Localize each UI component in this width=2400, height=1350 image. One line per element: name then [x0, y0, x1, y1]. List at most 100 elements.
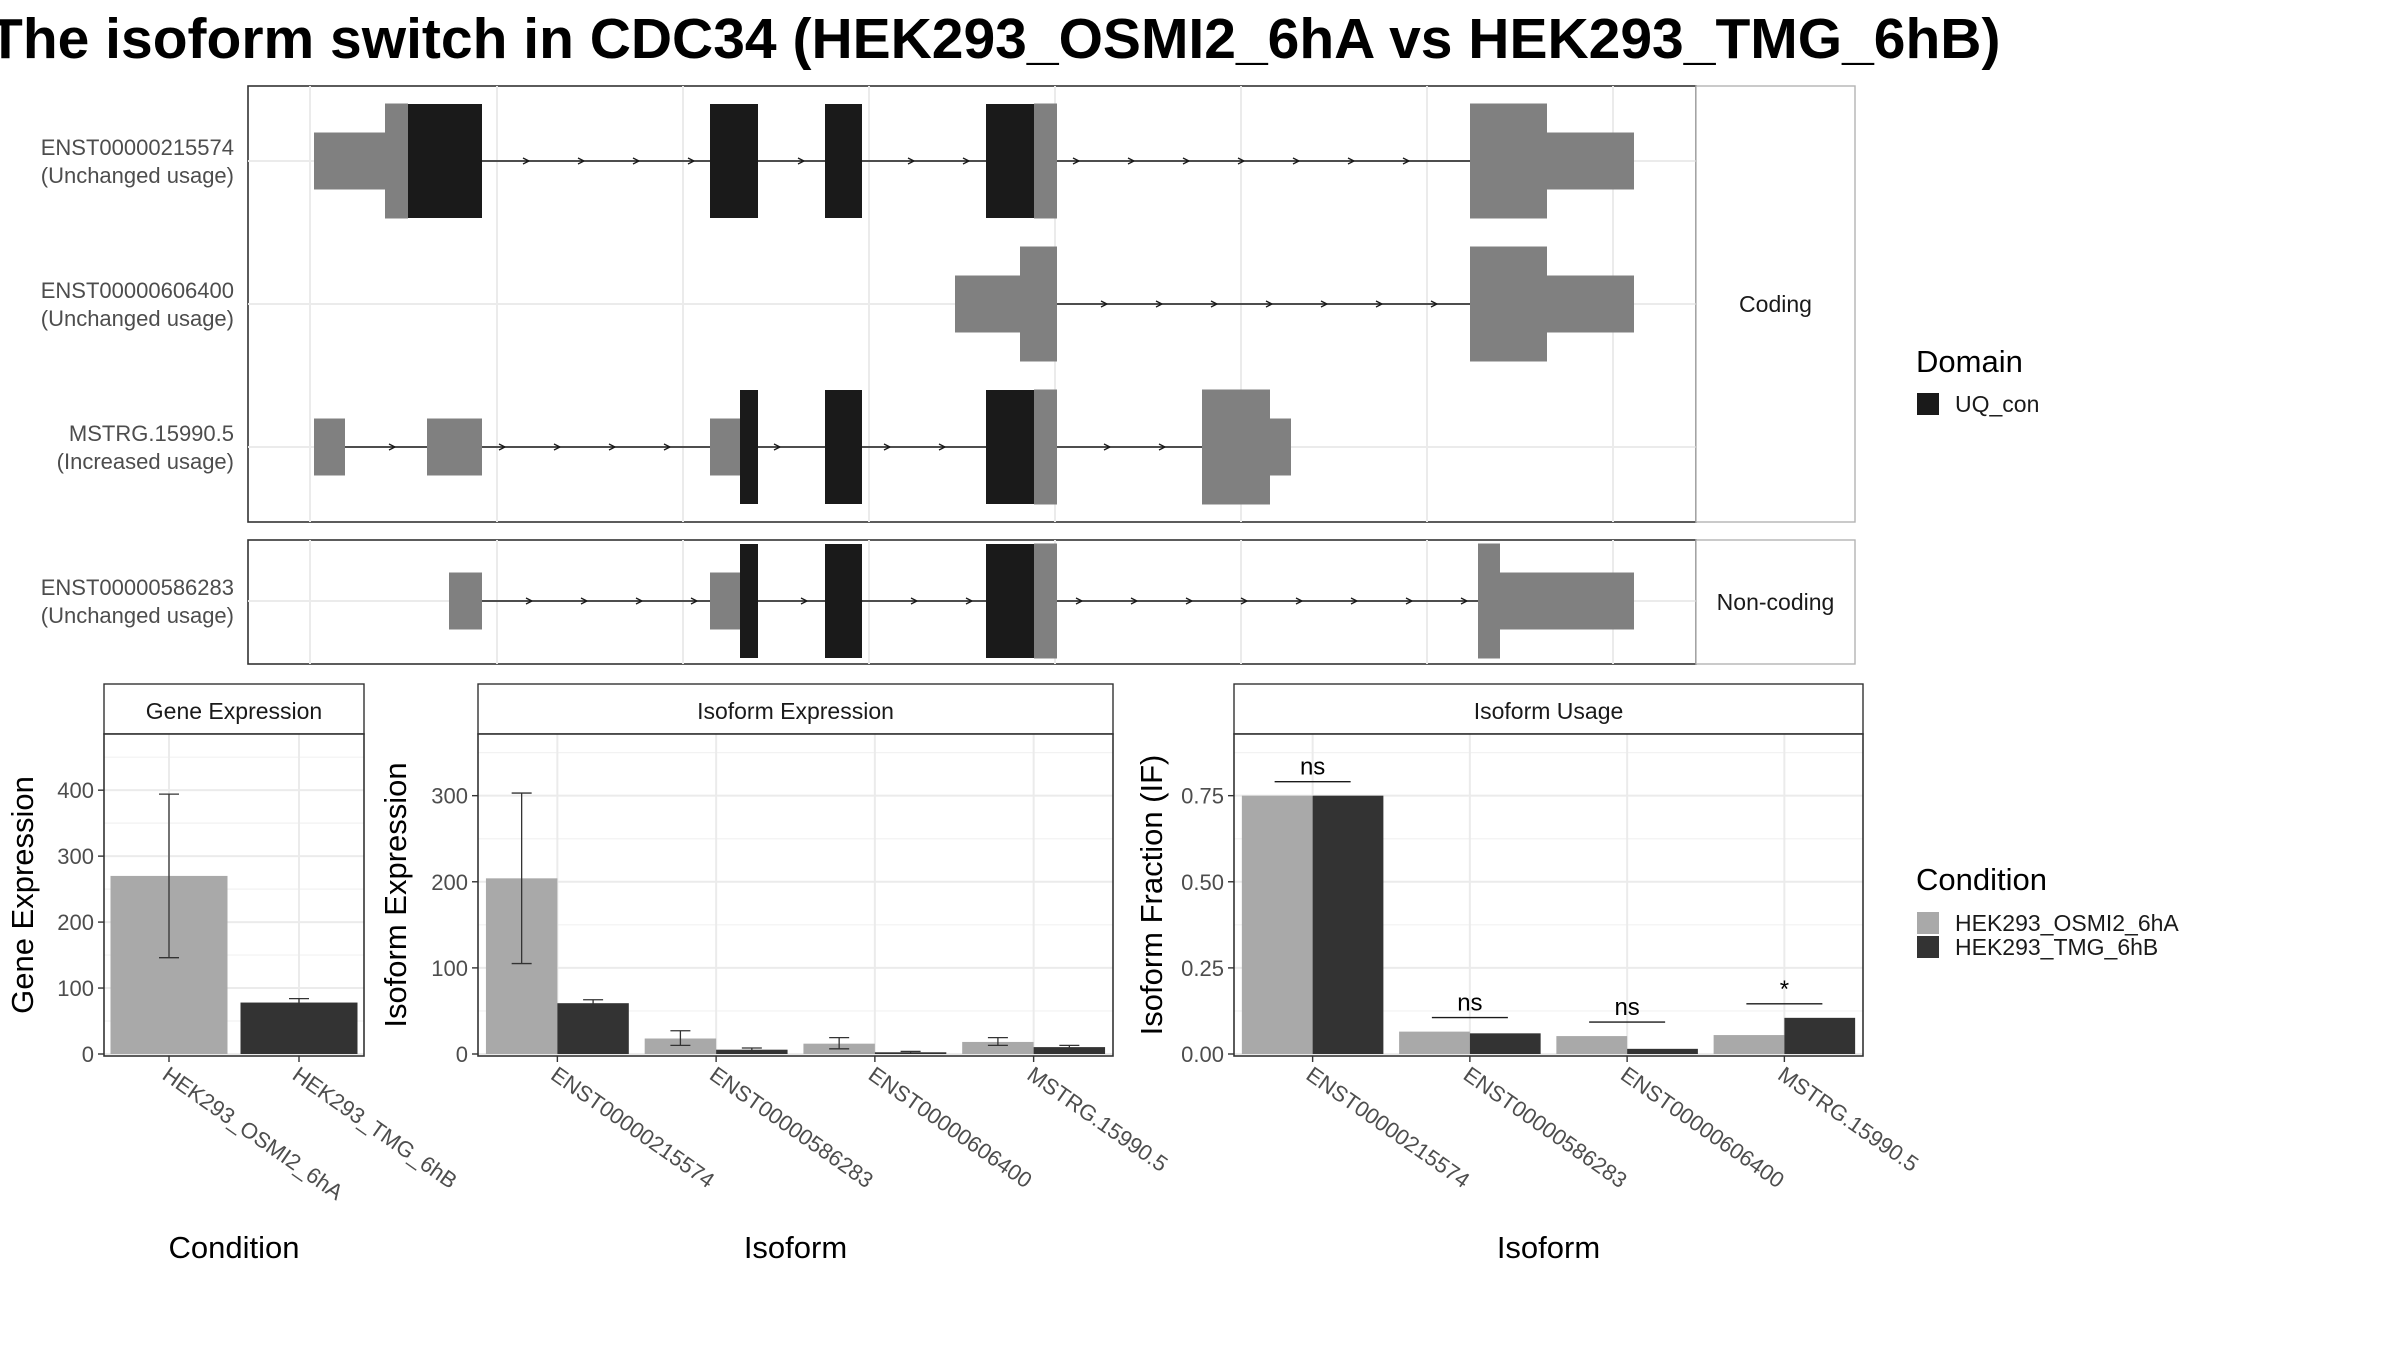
- intron-arrow: [883, 443, 892, 451]
- y-tick-label: 0: [456, 1042, 468, 1067]
- exon-domain-uq-con: [986, 390, 1034, 504]
- exon-utr: [1034, 389, 1057, 505]
- exon-utr: [449, 572, 482, 630]
- intron-arrow: [938, 443, 947, 451]
- exon-utr: [427, 418, 482, 476]
- x-tick-label: ENST00000586283: [1459, 1062, 1632, 1193]
- chart-strip-label: Isoform Expression: [697, 698, 894, 724]
- exon-utr: [710, 418, 740, 476]
- y-axis-title: Isoform Expression: [378, 762, 413, 1027]
- transcript-id-label: ENST00000586283: [41, 575, 234, 600]
- structure-facet-strip: [1695, 85, 1856, 523]
- bar: [644, 1038, 717, 1054]
- chart-strip-label: Gene Expression: [146, 698, 322, 724]
- intron-arrow: [962, 157, 971, 165]
- intron-arrow: [388, 443, 397, 451]
- y-axis-title: Isoform Fraction (IF): [1134, 755, 1169, 1036]
- y-tick-label: 200: [57, 910, 94, 935]
- chart-panel-border: [477, 733, 1114, 1057]
- x-axis-title: Condition: [169, 1230, 300, 1265]
- domain-legend: Domain UQ_con: [1916, 344, 2039, 417]
- exon-utr: [1470, 246, 1547, 362]
- significance-label: ns: [1300, 754, 1325, 781]
- intron-arrow: [1100, 300, 1109, 308]
- intron-arrow: [1103, 443, 1112, 451]
- intron-arrow: [1402, 157, 1411, 165]
- x-tick-label: ENST00000215574: [547, 1062, 720, 1193]
- exon-utr: [1202, 389, 1270, 505]
- exon-utr: [385, 103, 408, 219]
- bar: [1241, 795, 1313, 1054]
- chart-panel-1: Isoform Expression 0 100 200 300 ENST00000215…: [378, 683, 1173, 1265]
- x-tick-label: ENST00000606400: [864, 1062, 1037, 1193]
- bar: [1713, 1035, 1785, 1054]
- structure-facet-label: Coding: [1739, 291, 1812, 317]
- condition-legend: Condition HEK293_OSMI2_6hA HEK293_TMG_6h…: [1916, 862, 2179, 960]
- exon-domain-uq-con: [740, 544, 758, 658]
- exon-domain-uq-con: [825, 104, 862, 218]
- intron-arrow: [910, 597, 919, 605]
- intron-arrow: [1130, 597, 1139, 605]
- bar: [1469, 1033, 1541, 1054]
- exon-domain-uq-con: [740, 390, 758, 504]
- y-tick-label: 0.50: [1181, 870, 1224, 895]
- exon-utr: [1547, 132, 1634, 190]
- intron-arrow: [1460, 597, 1469, 605]
- intron-arrow: [1072, 157, 1081, 165]
- intron-arrow: [498, 443, 507, 451]
- chart-strip-label: Isoform Usage: [1474, 698, 1624, 724]
- bar: [1399, 1031, 1470, 1054]
- exon-utr: [1270, 418, 1291, 476]
- significance-label: ns: [1457, 990, 1482, 1017]
- x-tick-label: MSTRG.15990.5: [1774, 1062, 1924, 1177]
- intron-arrow: [1405, 597, 1414, 605]
- transcript-usage-label: (Unchanged usage): [41, 163, 234, 188]
- intron-arrow: [525, 597, 534, 605]
- condition-legend-label-a: HEK293_OSMI2_6hA: [1955, 910, 2179, 936]
- intron-arrow: [1265, 300, 1274, 308]
- intron-arrow: [1210, 300, 1219, 308]
- x-tick-label: MSTRG.15990.5: [1023, 1062, 1173, 1177]
- chart-panel-border: [103, 733, 365, 1057]
- bar: [1784, 1017, 1856, 1054]
- exon-utr: [1547, 275, 1634, 333]
- transcript-structure-panel: Coding Non-coding ENST00000215574 (Unchange…: [41, 85, 1856, 665]
- transcript-usage-label: (Unchanged usage): [41, 306, 234, 331]
- bar: [1556, 1036, 1628, 1054]
- significance-label: ns: [1614, 994, 1639, 1021]
- intron-arrow: [1185, 597, 1194, 605]
- intron-arrow: [580, 597, 589, 605]
- domain-legend-title: Domain: [1916, 344, 2023, 379]
- exon-utr: [314, 418, 345, 476]
- x-tick-label: ENST00000606400: [1616, 1062, 1789, 1193]
- bar: [1312, 795, 1384, 1054]
- exon-utr: [1034, 103, 1057, 219]
- structure-facet-strip: [1695, 539, 1856, 665]
- intron-arrow: [1155, 300, 1164, 308]
- intron-arrow: [632, 157, 641, 165]
- exon-domain-uq-con: [825, 390, 862, 504]
- transcript-id-label: ENST00000606400: [41, 278, 234, 303]
- intron-arrow: [635, 597, 644, 605]
- domain-legend-label: UQ_con: [1955, 391, 2039, 417]
- transcript-id-label: ENST00000215574: [41, 135, 234, 160]
- intron-arrow: [1237, 157, 1246, 165]
- y-tick-label: 100: [431, 956, 468, 981]
- expression-charts: Gene Expression0100200300400HEK293_OSMI2…: [5, 683, 1924, 1265]
- chart-plot-area: [478, 734, 1113, 1056]
- x-tick-label: ENST00000215574: [1302, 1062, 1475, 1193]
- intron-arrow: [687, 157, 696, 165]
- exon-domain-uq-con: [408, 104, 482, 218]
- chart-panel-border: [1233, 733, 1864, 1057]
- exon-domain-uq-con: [825, 544, 862, 658]
- condition-legend-title: Condition: [1916, 862, 2047, 897]
- intron-arrow: [1158, 443, 1167, 451]
- significance-label: *: [1780, 976, 1789, 1003]
- exon-domain-uq-con: [710, 104, 758, 218]
- exon-utr: [710, 572, 740, 630]
- exon-domain-uq-con: [986, 544, 1034, 658]
- structure-facet-label: Non-coding: [1717, 589, 1835, 615]
- y-tick-label: 0.25: [1181, 956, 1224, 981]
- y-tick-label: 400: [57, 778, 94, 803]
- exon-utr: [1478, 543, 1500, 659]
